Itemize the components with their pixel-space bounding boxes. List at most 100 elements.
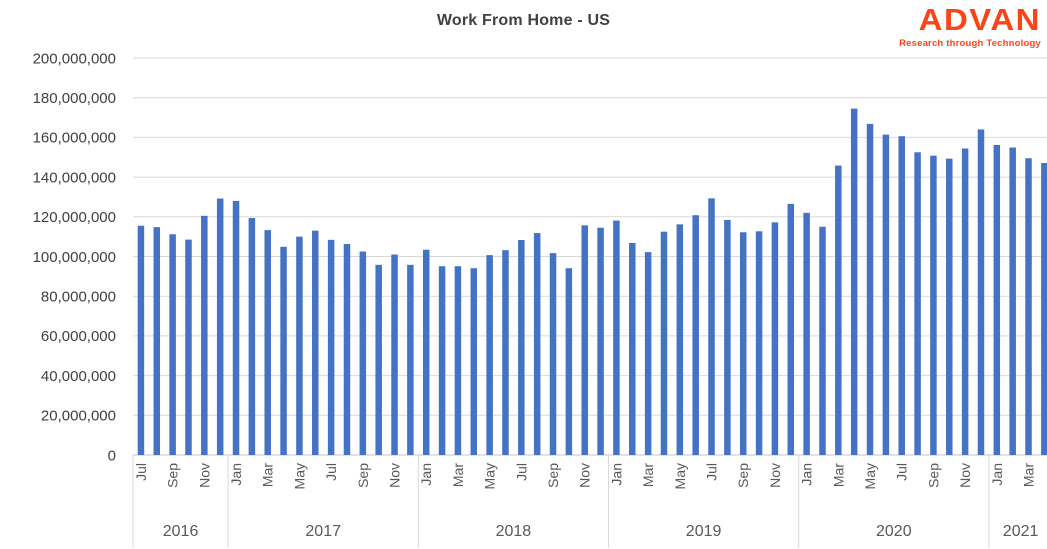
bar-2017-May [296, 236, 303, 455]
bar-2021-Jan [993, 144, 1001, 455]
bar-2018-Jun [502, 250, 509, 455]
bar-2020-Mar [835, 165, 842, 455]
month-tick-label: Jan [799, 463, 815, 486]
month-tick-label: Nov [577, 463, 593, 488]
year-label: 2020 [876, 523, 912, 540]
y-axis-tick-label: 20,000,000 [41, 408, 116, 425]
month-tick-label: Nov [387, 463, 403, 488]
advan-logo: ADVAN Research through Technology [899, 4, 1041, 49]
bar-2018-Mar [454, 266, 462, 455]
y-axis-tick-label: 160,000,000 [33, 130, 116, 147]
month-tick-label: Jan [228, 463, 244, 486]
bar-2017-Aug [343, 243, 351, 455]
month-tick-label: Mar [450, 463, 466, 487]
bar-2021-Mar [1025, 158, 1032, 455]
bar-2016-Oct [185, 239, 192, 455]
month-tick-label: Sep [735, 463, 751, 488]
bar-2020-Jul [898, 136, 905, 456]
bar-2019-Mar [644, 252, 652, 455]
bar-2019-Jan [613, 220, 620, 455]
bar-2018-Apr [470, 268, 478, 455]
bar-2016-Nov [201, 215, 208, 455]
bar-2020-Apr [850, 108, 858, 456]
month-tick-label: Sep [545, 463, 561, 488]
bar-2020-Dec [977, 129, 985, 455]
bar-2016-Sep [169, 234, 176, 455]
bar-2017-Jun [312, 230, 319, 455]
bar-2021-Feb [1009, 147, 1016, 455]
y-axis-tick-label: 80,000,000 [41, 288, 116, 305]
bar-2017-Apr [280, 246, 287, 455]
bar-2019-Nov [771, 222, 779, 455]
bar-2019-Jun [692, 215, 699, 455]
month-tick-label: Sep [165, 463, 181, 488]
month-tick-label: Mar [1021, 463, 1037, 487]
month-tick-label: Sep [355, 463, 371, 488]
bar-2016-Jul [137, 225, 145, 455]
month-tick-label: Mar [640, 463, 656, 487]
y-axis-tick-label: 200,000,000 [33, 50, 116, 67]
bar-2020-May [866, 123, 874, 455]
bar-2020-Jan [803, 212, 810, 455]
bar-2019-Jul [708, 198, 715, 456]
bar-2019-Sep [739, 232, 747, 455]
month-tick-label: Jan [608, 463, 624, 486]
bar-2017-Jan [232, 200, 240, 455]
month-tick-label: May [672, 463, 688, 489]
bar-2019-Oct [755, 231, 763, 455]
month-tick-label: May [291, 463, 307, 489]
bar-2017-Oct [375, 264, 382, 455]
bar-2017-Mar [264, 230, 271, 455]
bar-2017-Dec [407, 264, 414, 455]
year-label: 2017 [305, 523, 341, 540]
bar-2020-Sep [930, 155, 937, 456]
bar-2019-Dec [787, 203, 795, 455]
month-tick-label: Jul [513, 463, 529, 481]
advan-logo-text: ADVAN [918, 2, 1041, 37]
y-axis-tick-label: 140,000,000 [33, 169, 116, 186]
bar-2020-Jun [882, 134, 890, 455]
y-axis-tick-label: 40,000,000 [41, 368, 116, 385]
bar-2017-Jul [327, 239, 335, 455]
bar-2019-Aug [724, 219, 731, 455]
bar-2018-Nov [581, 225, 588, 455]
month-tick-label: Jul [323, 463, 339, 481]
month-tick-label: Jan [418, 463, 434, 486]
year-label: 2019 [686, 523, 722, 540]
month-tick-label: Nov [196, 463, 212, 488]
bar-2018-Dec [597, 227, 604, 455]
year-label: 2021 [1003, 523, 1039, 540]
bar-2018-Jan [422, 249, 430, 455]
bar-2020-Nov [961, 148, 969, 456]
y-axis-tick-label: 60,000,000 [41, 328, 116, 345]
month-tick-label: Jul [894, 463, 910, 481]
year-label: 2018 [496, 523, 532, 540]
month-tick-label: May [482, 463, 498, 489]
bar-2020-Oct [946, 158, 953, 455]
month-tick-label: Jul [704, 463, 720, 481]
bar-2016-Dec [216, 198, 224, 455]
bar-2019-May [676, 224, 684, 455]
bar-2016-Aug [153, 227, 161, 455]
year-label: 2016 [163, 523, 199, 540]
bar-2018-Aug [533, 233, 541, 455]
bar-2018-May [486, 255, 493, 455]
bar-2018-Oct [565, 268, 573, 455]
bar-2017-Nov [391, 254, 398, 455]
bar-2020-Aug [914, 152, 921, 455]
month-tick-label: Mar [260, 463, 276, 487]
bar-2020-Feb [819, 226, 826, 455]
y-axis-tick-label: 100,000,000 [33, 249, 116, 266]
advan-logo-tagline: Research through Technology [899, 38, 1041, 49]
bar-2018-Jul [518, 240, 525, 455]
y-axis-tick-label: 120,000,000 [33, 209, 116, 226]
bar-2019-Feb [629, 243, 636, 455]
bar-2018-Feb [438, 266, 446, 455]
y-axis-tick-label: 0 [108, 447, 116, 464]
bar-2019-Apr [660, 231, 668, 455]
month-tick-label: Jul [133, 463, 149, 481]
month-tick-label: May [862, 463, 878, 489]
bar-2017-Sep [359, 251, 367, 455]
